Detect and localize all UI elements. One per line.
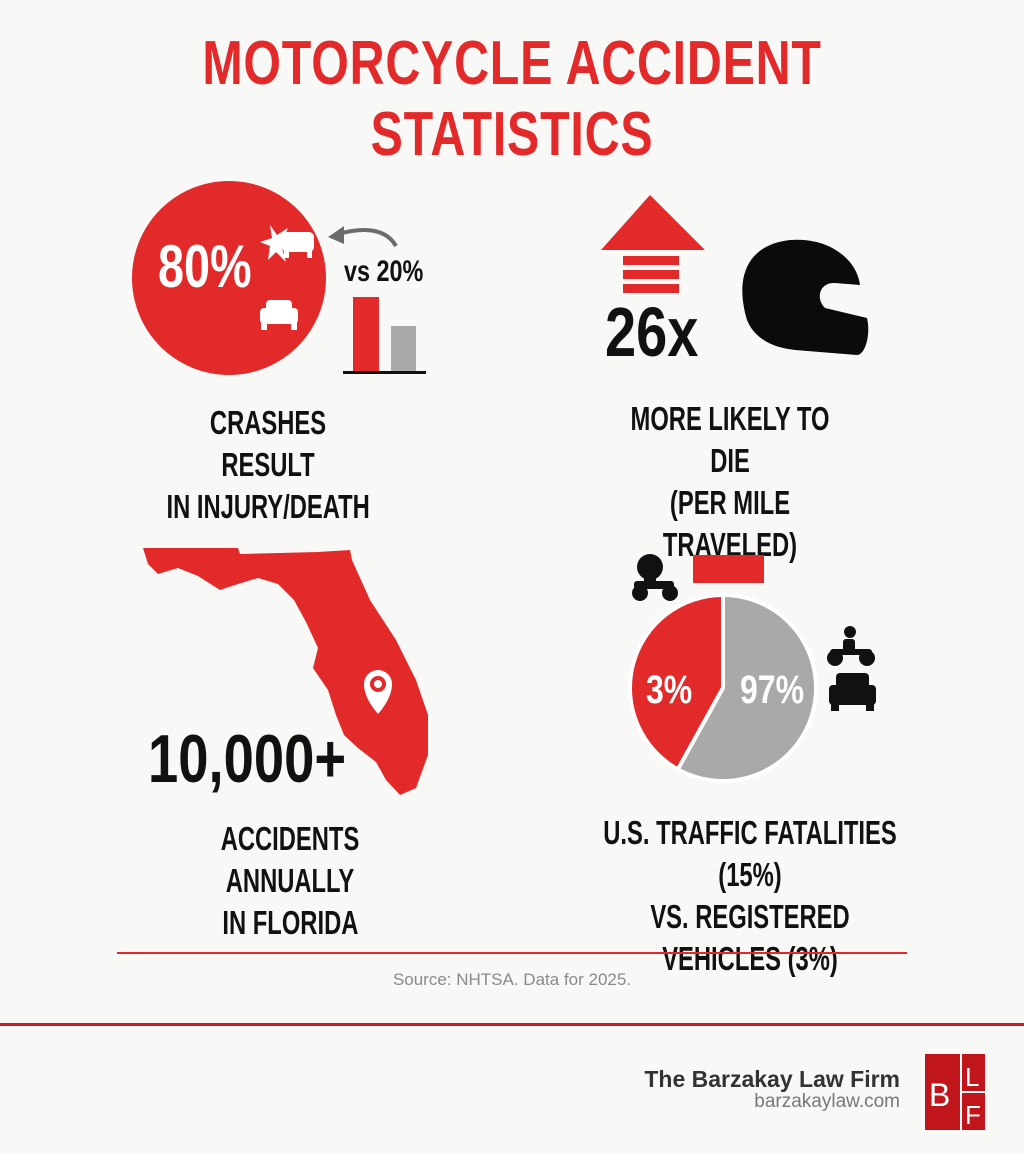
footer-divider [0,1023,1024,1026]
firm-logo: B L F [925,1054,985,1130]
stat1-circle [132,181,326,375]
stat1-graphic [132,181,426,375]
stat1-label: CRASHES RESULT IN INJURY/DEATH [166,404,370,525]
page-title: MOTORCYCLE ACCIDENT STATISTICS [202,29,822,169]
legend-swatch [693,555,764,583]
bar-80 [353,297,379,371]
bar-baseline [343,371,426,374]
up-arrow-icon [601,195,705,293]
map-pin-icon [364,670,392,714]
motorcyclist-icon [827,626,875,666]
pie-label-97: 97% [740,668,805,712]
stat1-comparison: vs 20% [344,255,424,288]
stat3-value: 10,000+ [148,721,347,797]
stat4-graphic [628,554,876,783]
stat2-label: MORE LIKELY TO DIE (PER MILE TRAVELED) [630,400,830,563]
helmet-icon [742,239,869,355]
stat2-value: 26x [605,293,699,371]
stat2-graphic [601,195,869,355]
svg-text:L: L [965,1062,979,1092]
stat4-label: U.S. TRAFFIC FATALITIES (15%) VS. REGISTE… [603,814,897,977]
svg-text:F: F [965,1100,981,1130]
stat1-value: 80% [158,233,252,300]
svg-text:B: B [929,1077,950,1113]
source-note: Source: NHTSA. Data for 2025. [392,970,632,989]
car-icon [829,673,876,711]
curved-arrow-icon [337,228,398,248]
car-icon [260,300,298,330]
divider [117,952,907,954]
pie-label-3: 3% [646,668,693,712]
pie-slice-97 [675,592,818,783]
florida-map-icon [143,548,428,795]
firm-name: The Barzakay Law Firm [644,1066,900,1092]
skull-motorcycle-icon [632,554,678,601]
bar-20 [391,326,416,371]
car-crash-icon [260,225,314,262]
pie-slice-3 [628,592,725,773]
firm-url[interactable]: barzakaylaw.com [754,1091,900,1112]
stat3-label: ACCIDENTS ANNUALLY IN FLORIDA [220,820,360,941]
